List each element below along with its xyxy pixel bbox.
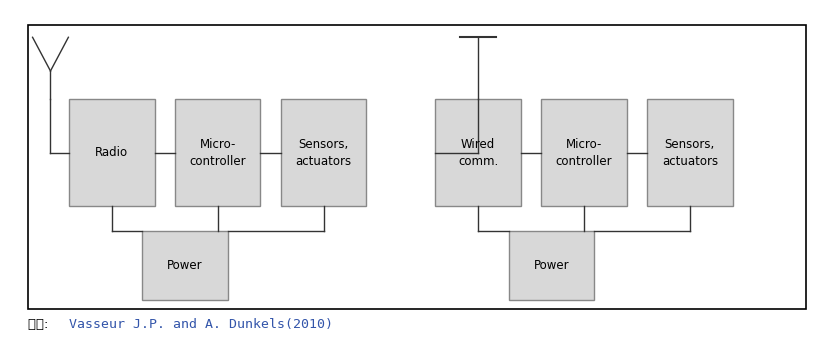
Bar xyxy=(175,99,260,206)
Bar xyxy=(647,99,733,206)
Bar xyxy=(435,99,521,206)
Text: Micro-
controller: Micro- controller xyxy=(556,138,612,168)
Bar xyxy=(281,99,366,206)
Bar xyxy=(28,25,806,309)
Text: Micro-
controller: Micro- controller xyxy=(190,138,246,168)
Bar xyxy=(541,99,627,206)
Text: Sensors,
actuators: Sensors, actuators xyxy=(662,138,718,168)
Bar xyxy=(142,231,228,300)
Text: 자료:: 자료: xyxy=(28,318,53,331)
Text: Radio: Radio xyxy=(95,146,129,159)
Bar xyxy=(69,99,155,206)
Text: Sensors,
actuators: Sensors, actuators xyxy=(295,138,352,168)
Text: Wired
comm.: Wired comm. xyxy=(458,138,498,168)
Text: Power: Power xyxy=(534,259,569,272)
Text: Power: Power xyxy=(168,259,203,272)
Bar xyxy=(509,231,594,300)
Text: Vasseur J.P. and A. Dunkels(2010): Vasseur J.P. and A. Dunkels(2010) xyxy=(69,318,333,331)
